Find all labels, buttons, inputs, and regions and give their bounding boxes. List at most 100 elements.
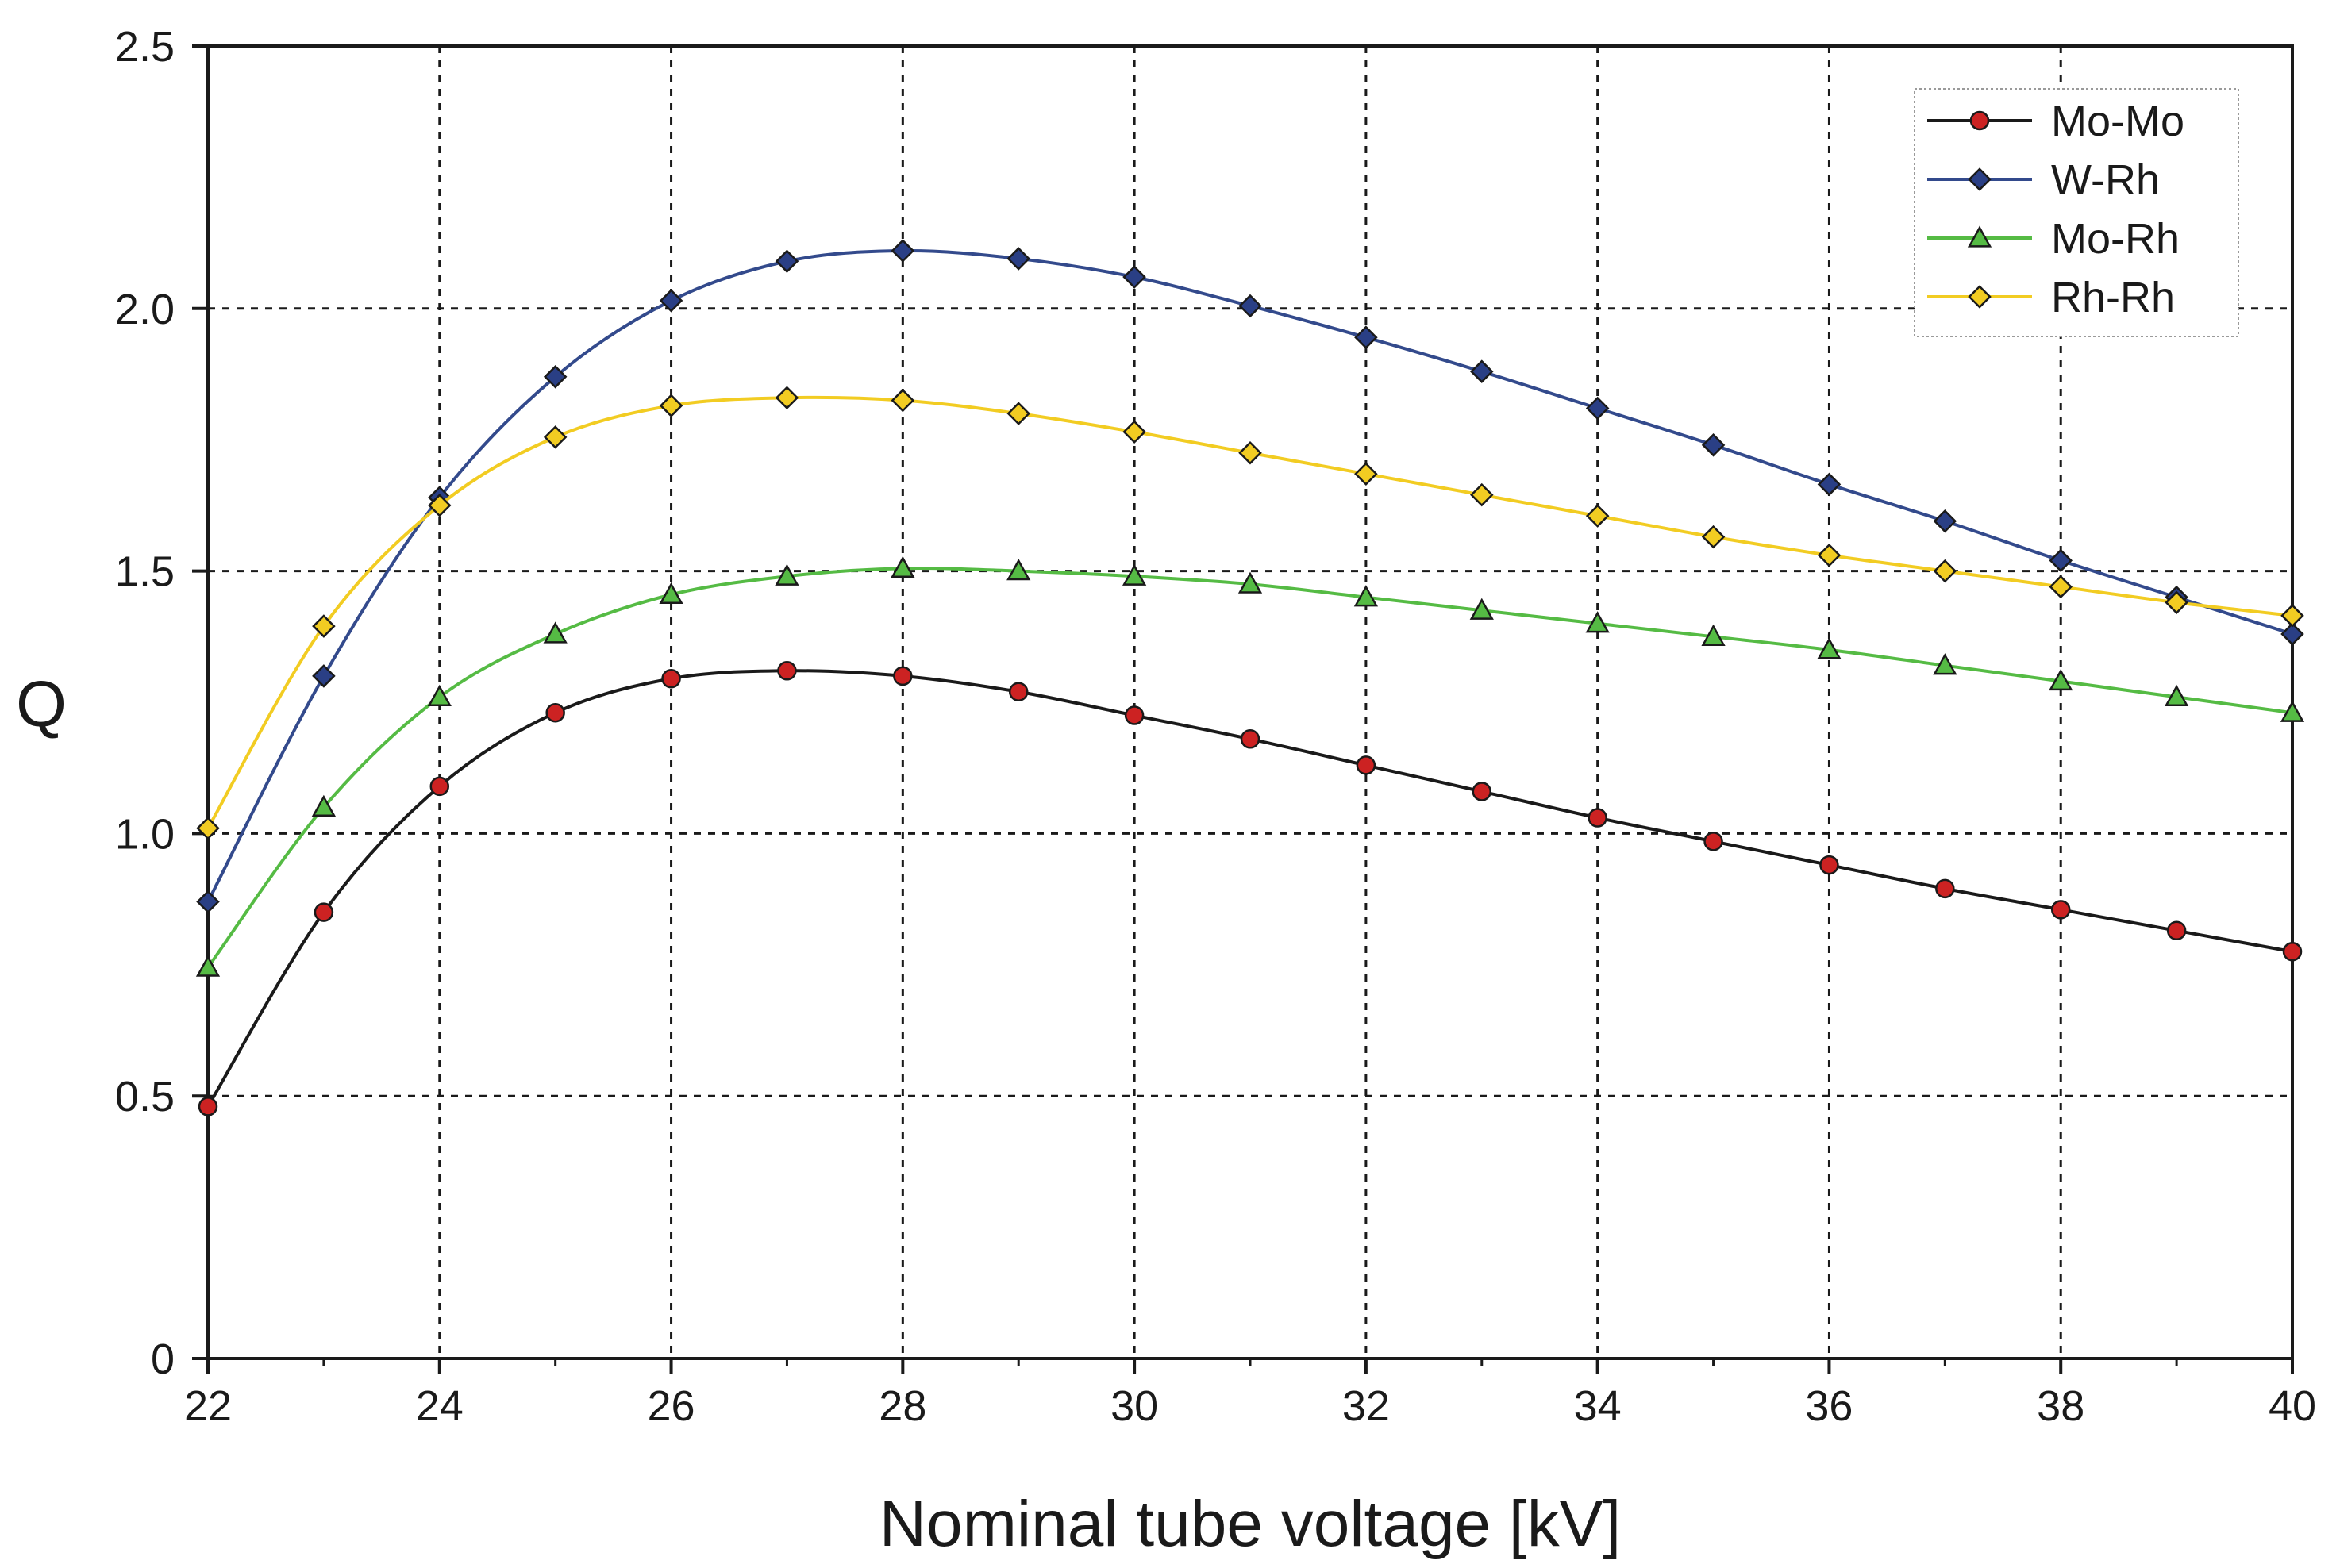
series-line-w-rh bbox=[206, 248, 2293, 903]
legend-label: Mo-Rh bbox=[2051, 215, 2180, 263]
data-point-mo-rh bbox=[195, 955, 221, 977]
data-point-mo-mo bbox=[1819, 855, 1839, 875]
data-point-mo-mo bbox=[1935, 878, 1955, 899]
data-point-mo-mo bbox=[893, 666, 913, 686]
data-point-rh-rh bbox=[543, 425, 568, 449]
legend: Mo-Mo W-Rh Mo-Rh Rh-Rh bbox=[1914, 88, 2239, 337]
data-point-rh-rh bbox=[1122, 420, 1146, 444]
data-point-rh-rh bbox=[659, 394, 683, 417]
data-point-rh-rh bbox=[891, 388, 915, 413]
data-point-w-rh bbox=[1238, 294, 1262, 318]
x-tick-label: 40 bbox=[2269, 1382, 2316, 1430]
legend-label: Mo-Mo bbox=[2051, 98, 2184, 145]
data-point-mo-rh bbox=[1817, 637, 1842, 659]
data-point-mo-rh bbox=[543, 621, 568, 644]
data-point-mo-rh bbox=[427, 684, 452, 707]
x-tick-label: 30 bbox=[1110, 1382, 1158, 1430]
data-point-rh-rh bbox=[428, 494, 452, 517]
data-point-rh-rh bbox=[2280, 604, 2304, 628]
data-point-mo-mo bbox=[2282, 942, 2303, 962]
x-tick-label: 34 bbox=[1574, 1382, 1622, 1430]
x-tick-label: 24 bbox=[416, 1382, 464, 1430]
series-rh-rh bbox=[196, 386, 2304, 840]
data-point-mo-mo bbox=[1356, 755, 1376, 775]
data-point-mo-mo bbox=[1472, 782, 1492, 801]
data-point-mo-mo bbox=[429, 776, 450, 797]
data-point-w-rh bbox=[312, 664, 336, 688]
data-point-rh-rh bbox=[775, 386, 799, 410]
data-point-rh-rh bbox=[196, 817, 220, 840]
data-point-mo-mo bbox=[661, 668, 681, 689]
data-point-w-rh bbox=[775, 249, 799, 274]
data-point-w-rh bbox=[1122, 265, 1146, 289]
y-tick-label: 1.5 bbox=[115, 548, 175, 596]
data-point-w-rh bbox=[2049, 548, 2073, 573]
data-point-rh-rh bbox=[2165, 590, 2188, 615]
x-axis-title: Nominal tube voltage [kV] bbox=[879, 1488, 1621, 1560]
tick-marks: 22 24 26 28 30 32 34 36 38 40 0 0.5 1.0 1.5 2.0 2.5 bbox=[115, 23, 2316, 1430]
legend-swatch-marker bbox=[1968, 167, 1992, 191]
x-tick-label: 26 bbox=[648, 1382, 695, 1430]
data-point-mo-rh bbox=[1469, 598, 1494, 620]
data-point-mo-mo bbox=[198, 1097, 218, 1116]
x-tick-label: 22 bbox=[184, 1382, 232, 1430]
data-point-w-rh bbox=[1933, 509, 1957, 533]
data-point-w-rh bbox=[891, 239, 915, 263]
data-series bbox=[195, 239, 2305, 1116]
legend-label: W-Rh bbox=[2051, 156, 2160, 204]
y-tick-label: 0 bbox=[151, 1335, 175, 1383]
legend-label: Rh-Rh bbox=[2051, 274, 2175, 321]
legend-swatch-marker bbox=[1967, 225, 1992, 248]
data-point-mo-rh bbox=[1006, 559, 1031, 581]
legend-entry-w-rh: W-Rh bbox=[1927, 156, 2160, 204]
data-point-mo-mo bbox=[545, 702, 565, 723]
data-point-w-rh bbox=[543, 365, 568, 389]
legend-swatch-marker bbox=[1968, 285, 1992, 309]
data-point-mo-mo bbox=[1124, 705, 1145, 725]
data-point-mo-mo bbox=[314, 902, 334, 922]
data-point-mo-mo bbox=[1703, 832, 1723, 851]
data-point-rh-rh bbox=[1817, 543, 1842, 567]
y-axis-title: Q bbox=[16, 668, 67, 740]
y-tick-label: 2.5 bbox=[115, 23, 175, 71]
data-point-w-rh bbox=[1585, 396, 1610, 421]
data-point-w-rh bbox=[1006, 247, 1030, 271]
data-point-w-rh bbox=[196, 890, 220, 914]
data-point-mo-rh bbox=[659, 582, 683, 605]
data-point-w-rh bbox=[1701, 433, 1726, 457]
data-point-rh-rh bbox=[1006, 402, 1030, 425]
series-w-rh bbox=[196, 239, 2304, 914]
data-point-rh-rh bbox=[1933, 559, 1957, 583]
x-tick-label: 32 bbox=[1342, 1382, 1390, 1430]
data-point-mo-mo bbox=[777, 661, 797, 681]
x-tick-label: 28 bbox=[879, 1382, 926, 1430]
data-point-mo-mo bbox=[1240, 729, 1260, 749]
legend-entry-mo-rh: Mo-Rh bbox=[1927, 215, 2180, 263]
data-point-rh-rh bbox=[1354, 462, 1378, 486]
data-point-rh-rh bbox=[1238, 440, 1262, 465]
legend-entry-mo-mo: Mo-Mo bbox=[1927, 98, 2184, 145]
data-point-w-rh bbox=[1470, 359, 1494, 383]
data-point-mo-rh bbox=[891, 555, 915, 578]
data-point-mo-rh bbox=[1585, 611, 1610, 633]
data-point-rh-rh bbox=[2049, 575, 2073, 599]
data-point-rh-rh bbox=[312, 614, 336, 638]
data-point-rh-rh bbox=[1701, 525, 1726, 549]
data-point-mo-rh bbox=[1353, 585, 1379, 607]
data-point-mo-rh bbox=[1701, 624, 1726, 646]
data-point-mo-rh bbox=[775, 563, 799, 586]
data-point-mo-rh bbox=[1122, 563, 1147, 586]
data-point-mo-rh bbox=[311, 794, 337, 817]
data-point-mo-rh bbox=[1933, 653, 1957, 675]
y-tick-label: 2.0 bbox=[115, 286, 175, 333]
data-point-mo-mo bbox=[1588, 808, 1607, 828]
data-point-mo-mo bbox=[2166, 920, 2187, 941]
data-point-mo-rh bbox=[1237, 571, 1263, 594]
series-mo-mo bbox=[198, 661, 2303, 1116]
data-point-w-rh bbox=[1354, 325, 1378, 349]
data-point-mo-rh bbox=[2164, 684, 2189, 707]
y-tick-label: 1.0 bbox=[115, 810, 175, 858]
data-point-w-rh bbox=[659, 289, 683, 313]
data-point-mo-rh bbox=[2049, 668, 2073, 691]
